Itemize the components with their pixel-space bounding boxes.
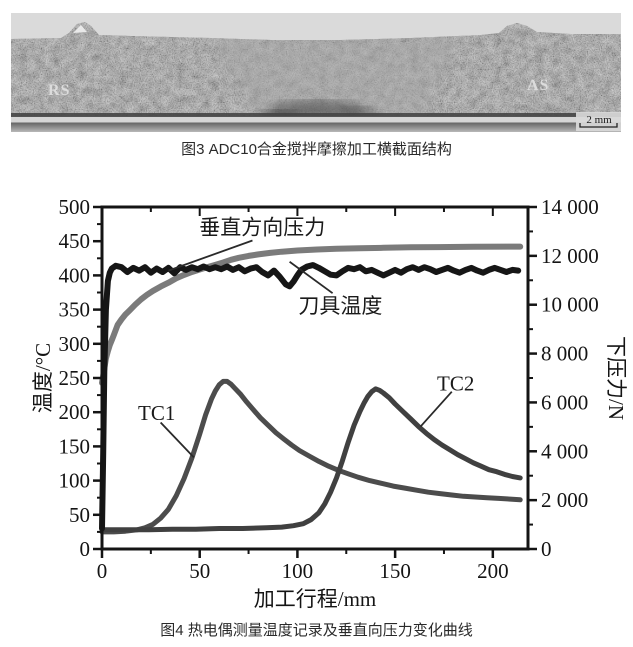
svg-text:2 000: 2 000 bbox=[541, 488, 588, 512]
svg-text:200: 200 bbox=[477, 559, 509, 583]
figure3-micrograph: RS AS 2 mm bbox=[11, 13, 621, 132]
sample-bottom-edge bbox=[11, 113, 621, 117]
tc1-label-leader bbox=[159, 421, 195, 458]
series-tc2 bbox=[99, 386, 523, 533]
svg-text:6 000: 6 000 bbox=[541, 390, 588, 414]
x-axis-title: 加工行程/mm bbox=[254, 587, 377, 611]
series-vertical-pressure bbox=[99, 243, 524, 386]
svg-text:10 000: 10 000 bbox=[541, 293, 599, 317]
svg-text:150: 150 bbox=[379, 559, 411, 583]
svg-text:300: 300 bbox=[59, 332, 91, 356]
tool-temperature-label: 刀具温度 bbox=[298, 294, 382, 318]
svg-text:8 000: 8 000 bbox=[541, 342, 588, 366]
svg-text:0: 0 bbox=[80, 537, 91, 561]
flash-highlight bbox=[73, 25, 87, 33]
svg-text:14 000: 14 000 bbox=[541, 195, 599, 219]
vertical-pressure-label-leader bbox=[168, 239, 253, 272]
series-tool-temperature bbox=[99, 262, 522, 532]
svg-text:200: 200 bbox=[59, 400, 91, 424]
left-axis-title: 温度/°C bbox=[31, 343, 55, 413]
svg-text:350: 350 bbox=[59, 298, 91, 322]
rs-label: RS bbox=[48, 82, 70, 99]
right-axis-title: 下压力/N bbox=[604, 336, 628, 420]
svg-text:400: 400 bbox=[59, 263, 91, 287]
tool-temperature-label-leader bbox=[289, 260, 334, 294]
tc2-label: TC2 bbox=[437, 371, 474, 395]
figure3-caption: 图3 ADC10合金搅拌摩擦加工横截面结构 bbox=[181, 141, 452, 158]
svg-text:100: 100 bbox=[59, 469, 91, 493]
svg-text:250: 250 bbox=[59, 366, 91, 390]
vertical-pressure-label: 垂直方向压力 bbox=[199, 216, 325, 240]
svg-text:150: 150 bbox=[59, 434, 91, 458]
scale-bar-label: 2 mm bbox=[586, 114, 612, 126]
svg-text:50: 50 bbox=[69, 503, 90, 527]
tc2-label-leader bbox=[419, 391, 453, 428]
as-label: AS bbox=[527, 77, 549, 94]
svg-text:50: 50 bbox=[189, 559, 210, 583]
svg-text:0: 0 bbox=[97, 559, 108, 583]
svg-text:100: 100 bbox=[282, 559, 314, 583]
svg-text:450: 450 bbox=[59, 229, 91, 253]
series-tc1 bbox=[99, 378, 523, 535]
tc1-label: TC1 bbox=[138, 401, 175, 425]
figure4-caption: 图4 热电偶测量温度记录及垂直向压力变化曲线 bbox=[160, 622, 473, 639]
backing-plate bbox=[11, 122, 621, 132]
svg-text:500: 500 bbox=[59, 195, 91, 219]
svg-text:0: 0 bbox=[541, 537, 552, 561]
backing-gap bbox=[11, 117, 621, 123]
svg-text:12 000: 12 000 bbox=[541, 244, 599, 268]
svg-text:4 000: 4 000 bbox=[541, 439, 588, 463]
scale-bar: 2 mm bbox=[576, 112, 621, 131]
